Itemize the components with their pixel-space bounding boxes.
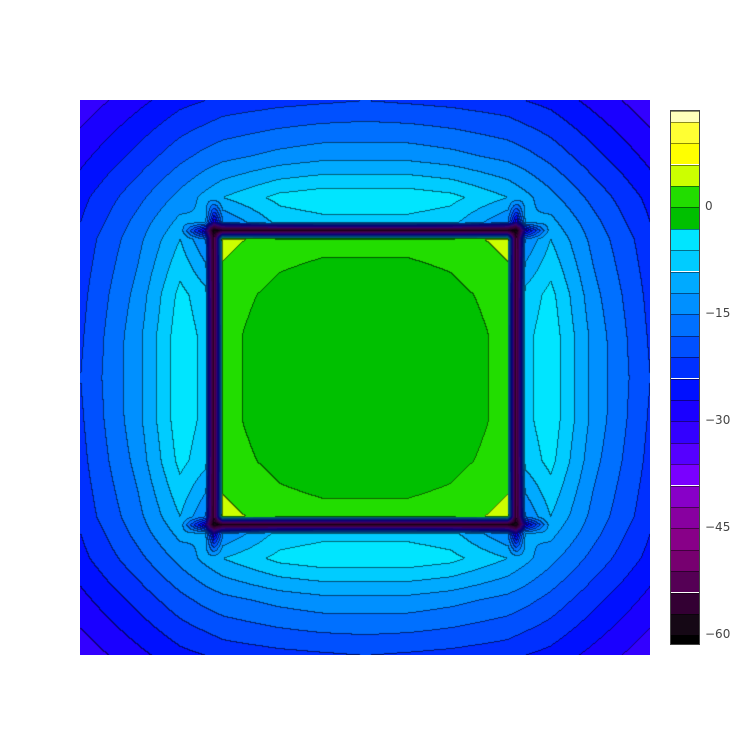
- colorbar-band: [671, 228, 699, 251]
- colorbar-band: [671, 250, 699, 272]
- colorbar-tick-label: −60: [705, 627, 731, 642]
- colorbar-tick-label: 0: [705, 199, 713, 214]
- colorbar-band: [671, 314, 699, 336]
- colorbar-band: [671, 592, 699, 614]
- colorbar-band: [671, 164, 699, 186]
- colorbar-band: [671, 464, 699, 486]
- colorbar-band: [671, 635, 699, 644]
- colorbar-band: [671, 571, 699, 593]
- colorbar-band: [671, 111, 699, 122]
- colorbar-band: [671, 292, 699, 315]
- colorbar-band: [671, 399, 699, 422]
- contour-plot-area[interactable]: [80, 100, 650, 655]
- colorbar-band: [671, 271, 699, 293]
- colorbar-band: [671, 442, 699, 465]
- colorbar-band: [671, 613, 699, 636]
- colorbar: [670, 110, 700, 645]
- colorbar-band: [671, 143, 699, 165]
- colorbar-band: [671, 506, 699, 529]
- colorbar-tick-label: −15: [705, 306, 731, 321]
- colorbar-band: [671, 485, 699, 507]
- colorbar-band: [671, 207, 699, 229]
- colorbar-band: [671, 528, 699, 550]
- colorbar-tick-label: −45: [705, 520, 731, 535]
- colorbar-band: [671, 549, 699, 572]
- colorbar-band: [671, 357, 699, 379]
- colorbar-band: [671, 121, 699, 144]
- colorbar-band: [671, 335, 699, 358]
- colorbar-band: [671, 185, 699, 208]
- colorbar-band: [671, 421, 699, 443]
- colorbar-band: [671, 378, 699, 400]
- colorbar-tick-label: −30: [705, 413, 731, 428]
